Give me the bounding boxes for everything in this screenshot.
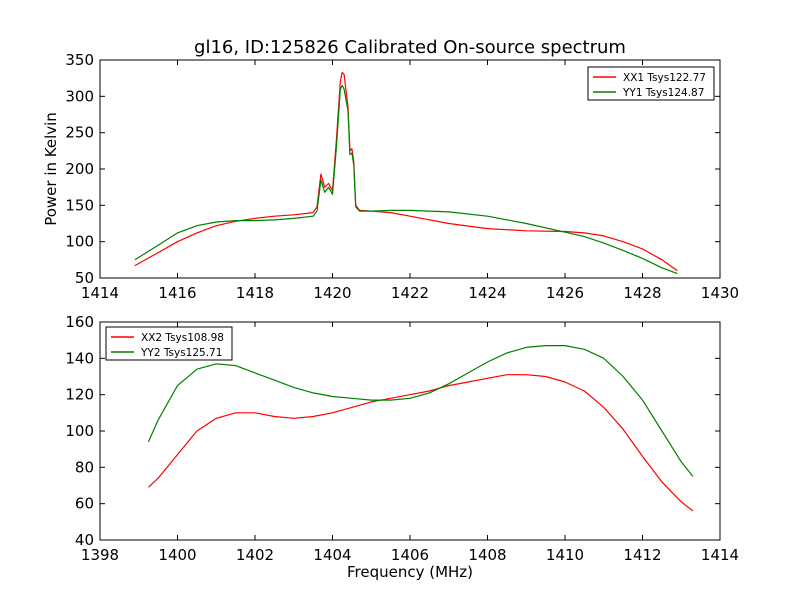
legend-label: XX1 Tsys122.77 [623,72,706,84]
y-tick-label: 100 [65,233,94,251]
y-tick-label: 120 [65,386,94,404]
y-tick-label: 160 [65,313,94,331]
legend-label: YY2 Tsys125.71 [140,347,222,359]
y-tick-label: 150 [65,196,94,214]
y-tick-label: 140 [65,349,94,367]
x-tick-label: 1422 [391,284,429,302]
y-tick-label: 200 [65,160,94,178]
y-tick-label: 40 [75,531,94,549]
x-tick-label: 1412 [623,546,661,564]
legend-box [587,66,715,101]
x-tick-label: 1414 [81,284,119,302]
legend-label: YY1 Tsys124.87 [622,87,704,99]
x-tick-label: 1428 [623,284,661,302]
series-line-2-1 [147,374,694,512]
x-tick-label: 1404 [313,546,351,564]
x-tick-label: 1418 [236,284,274,302]
y-tick-label: 300 [65,87,94,105]
x-tick-label: 1408 [468,546,506,564]
x-tick-label: 1420 [313,284,351,302]
y-axis-label: Power in Kelvin [42,112,60,226]
y-tick-label: 350 [65,51,94,69]
y-tick-label: 100 [65,422,94,440]
x-tick-label: 1424 [468,284,506,302]
series-line-1-2 [134,84,678,275]
series-line-2-2 [147,345,694,477]
top-plot: 1414 1416 1418 1420 1422 1424 1426 1428 1430 50 10… [42,51,739,302]
x-tick-label: 1430 [701,284,739,302]
x-tick-label: 1426 [546,284,584,302]
x-tick-label: 1414 [701,546,739,564]
y-tick-label: 250 [65,124,94,142]
y-tick-label: 60 [75,495,94,513]
y-tick-label: 80 [75,458,94,476]
legend-label: XX2 Tsys108.98 [141,332,224,344]
chart-title: gl16, ID:125826 Calibrated On-source spe… [194,37,626,58]
x-tick-label: 1410 [546,546,584,564]
x-tick-label: 1402 [236,546,274,564]
x-tick-label: 1400 [158,546,196,564]
bottom-plot: 1398 1400 1402 1404 1406 1408 1410 1412 1414 40 60… [65,313,739,581]
x-axis-label: Frequency (MHz) [347,563,473,581]
x-tick-label: 1406 [391,546,429,564]
legend-box [105,326,233,361]
series-line-1-1 [134,71,678,272]
y-tick-label: 50 [75,269,94,287]
x-tick-label: 1416 [158,284,196,302]
x-tick-label: 1398 [81,546,119,564]
